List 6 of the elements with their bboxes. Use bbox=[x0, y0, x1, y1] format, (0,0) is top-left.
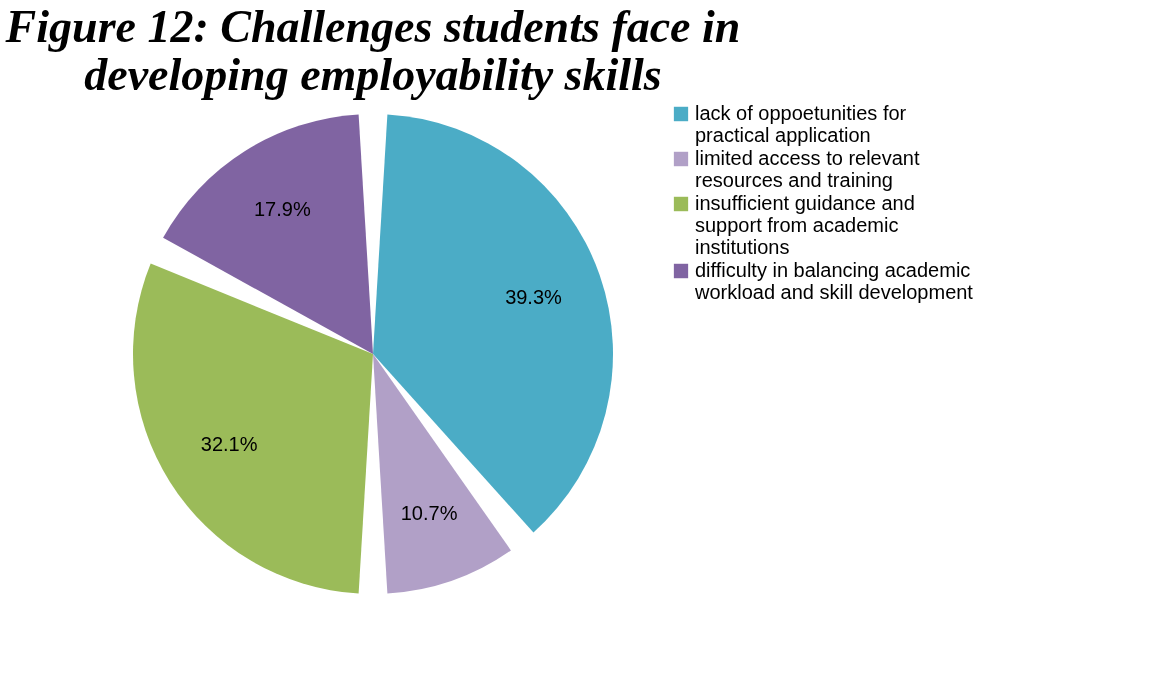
data-label: 39.3% bbox=[505, 285, 563, 308]
data-label: 17.9% bbox=[254, 198, 311, 221]
data-label: 10.7% bbox=[400, 502, 458, 525]
legend-label: difficulty in balancing academic workload and skill development bbox=[694, 259, 974, 303]
chart-title: Figure 12: Challenges students face in developing employability skills bbox=[4, 1, 741, 100]
data-label: 32.1% bbox=[200, 432, 258, 455]
